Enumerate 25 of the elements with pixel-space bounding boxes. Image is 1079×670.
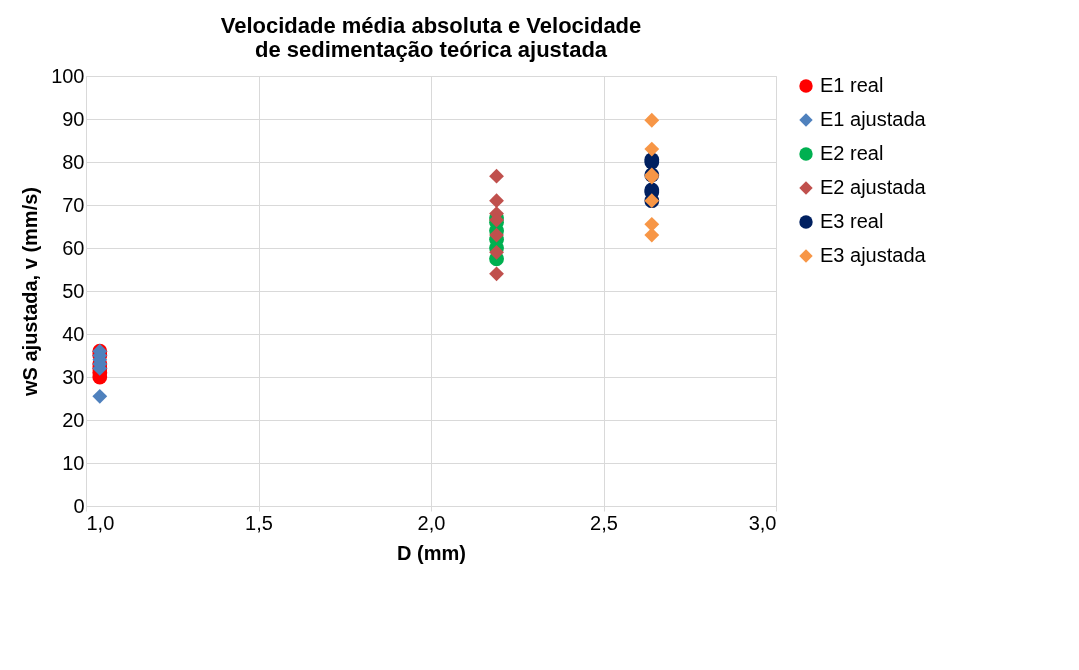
x-tick-label: 2,0 xyxy=(417,511,446,534)
x-tick-label: 3,0 xyxy=(748,511,777,534)
x-tick-label: 1,5 xyxy=(245,511,273,534)
y-tick-label: 80 xyxy=(62,150,85,173)
y-tick-label: 90 xyxy=(62,107,85,130)
y-tick-label: 20 xyxy=(62,408,85,431)
x-tick-label: 1,0 xyxy=(86,511,115,534)
legend-label: E1 ajustada xyxy=(820,108,927,130)
y-tick-label: 70 xyxy=(62,193,85,216)
x-tick-label: 2,5 xyxy=(590,511,618,534)
y-tick-label: 30 xyxy=(62,365,85,388)
legend-label: E2 ajustada xyxy=(820,176,927,198)
y-tick-label: 0 xyxy=(73,494,85,517)
y-tick-label: 100 xyxy=(51,64,85,87)
x-axis-title: D (mm) xyxy=(397,541,466,564)
legend-label: E3 real xyxy=(820,210,884,232)
y-tick-label: 60 xyxy=(62,236,85,259)
legend-label: E3 ajustada xyxy=(820,244,927,266)
y-tick-label: 10 xyxy=(62,451,85,474)
y-tick-label: 50 xyxy=(62,279,85,302)
y-axis-title: wS ajustada, v (mm/s) xyxy=(19,187,42,397)
legend-label: E2 real xyxy=(820,142,884,164)
y-tick-label: 40 xyxy=(62,322,85,345)
chart-title: Velocidade média absoluta e Velocidade de sedimentação teórica ajustada xyxy=(220,13,642,62)
legend-label: E1 real xyxy=(820,74,884,96)
